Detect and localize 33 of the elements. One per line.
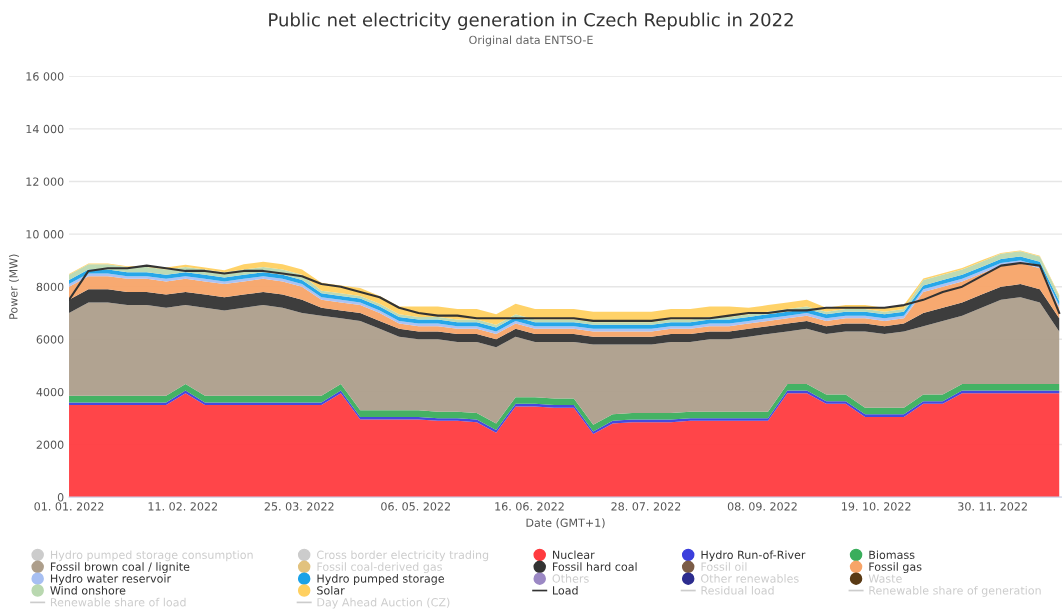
chart-title: Public net electricity generation in Czech Republic in 2022: [269, 12, 793, 31]
legend-label: Wind onshore: [50, 585, 126, 595]
legend-label: Fossil hard coal: [553, 562, 637, 571]
legend-label: Fossil brown coal / lignite: [50, 562, 190, 574]
legend-label: Load: [553, 585, 578, 595]
x-tick-label: 11. 02. 2022: [148, 502, 217, 511]
x-tick-label: 25. 03. 2022: [264, 502, 334, 511]
x-tick-label: 30. 11. 2022: [958, 502, 1027, 511]
y-tick-label: 4000: [36, 387, 64, 397]
x-tick-label: 28. 07. 2022: [611, 502, 681, 511]
legend-label: Solar: [317, 585, 345, 595]
x-tick-label: 08. 09. 2022: [727, 502, 797, 511]
y-tick-label: 10 000: [26, 230, 64, 239]
y-tick-label: 8000: [36, 282, 64, 292]
chart-subtitle: Original data ENTSO-E: [469, 35, 593, 47]
x-tick-label: 01. 01. 2022: [34, 502, 104, 511]
y-tick-label: 6000: [36, 335, 64, 344]
y-tick-label: 2000: [36, 440, 64, 449]
x-tick-label: 16. 06. 2022: [495, 502, 564, 511]
y-tick-label: 14 000: [26, 124, 64, 134]
legend-label: Hydro Run-of-River: [701, 550, 806, 562]
x-tick-label: 06. 05. 2022: [381, 502, 450, 511]
legend-label: Biomass: [869, 550, 915, 559]
y-axis-title: Power (MW): [8, 254, 19, 319]
legend-label: Fossil gas: [869, 562, 922, 574]
x-axis-title: Date (GMT+1): [526, 518, 605, 529]
y-tick-label: 12 000: [26, 177, 64, 186]
y-tick-label: 0: [57, 493, 64, 502]
y-tick-label: 16 000: [26, 72, 64, 81]
legend-label: Nuclear: [553, 550, 595, 559]
x-tick-label: 19. 10. 2022: [842, 502, 911, 511]
legend-label: Hydro pumped storage: [317, 574, 445, 585]
legend-label: Hydro water reservoir: [50, 574, 172, 585]
